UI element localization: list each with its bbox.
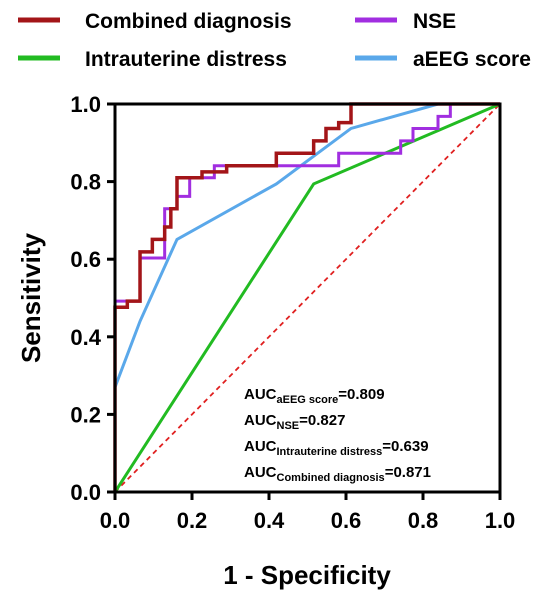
series-line-aeeg-score xyxy=(113,102,500,492)
auc-annotation-nse: AUCNSE=0.827 xyxy=(244,412,345,432)
legend-label-intrauterine-distress: Intrauterine distress xyxy=(85,48,287,71)
plot-frame xyxy=(113,102,502,494)
legend-label-combined-diagnosis: Combined diagnosis xyxy=(85,10,292,33)
y-tick-label: 0.8 xyxy=(70,170,101,195)
series-layer xyxy=(113,102,501,493)
x-tick-label: 0.4 xyxy=(254,508,285,533)
x-tick-label: 0.0 xyxy=(100,508,131,533)
y-tick-label: 1.0 xyxy=(70,92,101,117)
axes xyxy=(113,102,502,494)
auc-annotation-intrauterine-distress: AUCIntrauterine distress=0.639 xyxy=(244,438,429,458)
y-tick-label: 0.2 xyxy=(70,402,101,427)
legend: Combined diagnosis NSE Intrauterine dist… xyxy=(18,10,531,71)
series-line-combined-diagnosis xyxy=(113,102,500,492)
reference-diagonal-line xyxy=(114,103,501,493)
y-tick-label: 0.0 xyxy=(70,480,101,505)
series-line-intrauterine-distress xyxy=(113,102,501,493)
y-axis-title: Sensitivity xyxy=(16,232,46,363)
y-ticks: 0.0 0.2 0.4 0.6 0.8 1.0 xyxy=(70,92,115,505)
x-axis-title: 1 - Specificity xyxy=(223,560,391,590)
y-tick-label: 0.6 xyxy=(70,247,101,272)
series-line-nse xyxy=(113,102,500,492)
legend-item-nse: NSE xyxy=(355,10,456,33)
legend-item-combined-diagnosis: Combined diagnosis xyxy=(18,10,292,33)
legend-label-nse: NSE xyxy=(413,10,456,33)
auc-annotation-aeeg-score: AUCaEEG score=0.809 xyxy=(244,386,385,406)
y-tick-label: 0.4 xyxy=(70,325,101,350)
auc-annotations: AUCaEEG score=0.809 AUCNSE=0.827 AUCIntr… xyxy=(244,386,431,484)
x-tick-label: 1.0 xyxy=(485,508,516,533)
reference-line-layer xyxy=(114,103,501,493)
legend-label-aeeg-score: aEEG score xyxy=(413,48,531,71)
x-tick-label: 0.6 xyxy=(331,508,362,533)
legend-item-aeeg-score: aEEG score xyxy=(355,48,531,71)
x-tick-label: 0.8 xyxy=(408,508,439,533)
auc-annotation-combined-diagnosis: AUCCombined diagnosis=0.871 xyxy=(244,464,431,484)
x-tick-label: 0.2 xyxy=(177,508,208,533)
x-ticks: 0.0 0.2 0.4 0.6 0.8 1.0 xyxy=(100,492,516,533)
legend-item-intrauterine-distress: Intrauterine distress xyxy=(18,48,287,71)
